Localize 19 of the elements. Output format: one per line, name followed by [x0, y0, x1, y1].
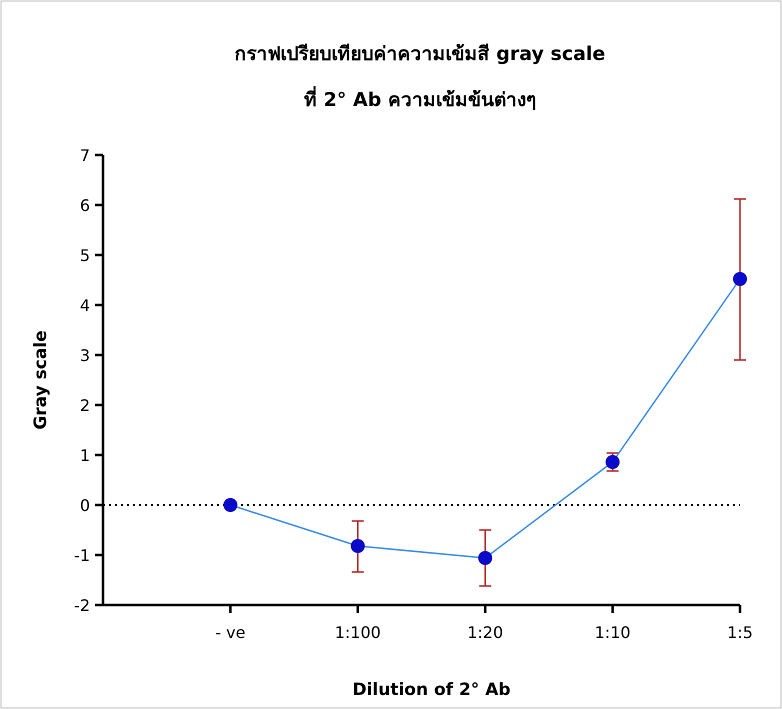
y-tick-label: 7 — [80, 146, 90, 165]
y-tick-label: 1 — [80, 446, 90, 465]
y-tick-label: 0 — [80, 496, 90, 515]
chart-title: กราฟเปรียบเทียบค่าความเข้มสี gray scale — [234, 43, 606, 65]
y-tick-label: 2 — [80, 396, 90, 415]
y-tick-label: 5 — [80, 246, 90, 265]
y-tick-label: -1 — [74, 546, 90, 565]
y-tick-label: 4 — [80, 296, 90, 315]
x-tick-label: 1:20 — [467, 623, 504, 642]
y-tick-label: -2 — [74, 596, 90, 615]
x-tick-label: 1:100 — [334, 623, 381, 642]
chart-subtitle: ที่ 2° Ab ความเข้มข้นต่างๆ — [304, 86, 536, 111]
x-tick-label: - ve — [215, 623, 246, 642]
x-axis-title: Dilution of 2° Ab — [352, 680, 511, 700]
x-tick-label: 1:5 — [727, 623, 753, 642]
y-tick-label: 3 — [80, 346, 90, 365]
x-tick-label: 1:10 — [594, 623, 631, 642]
y-axis-title: Gray scale — [31, 330, 51, 430]
y-tick-label: 6 — [80, 196, 90, 215]
